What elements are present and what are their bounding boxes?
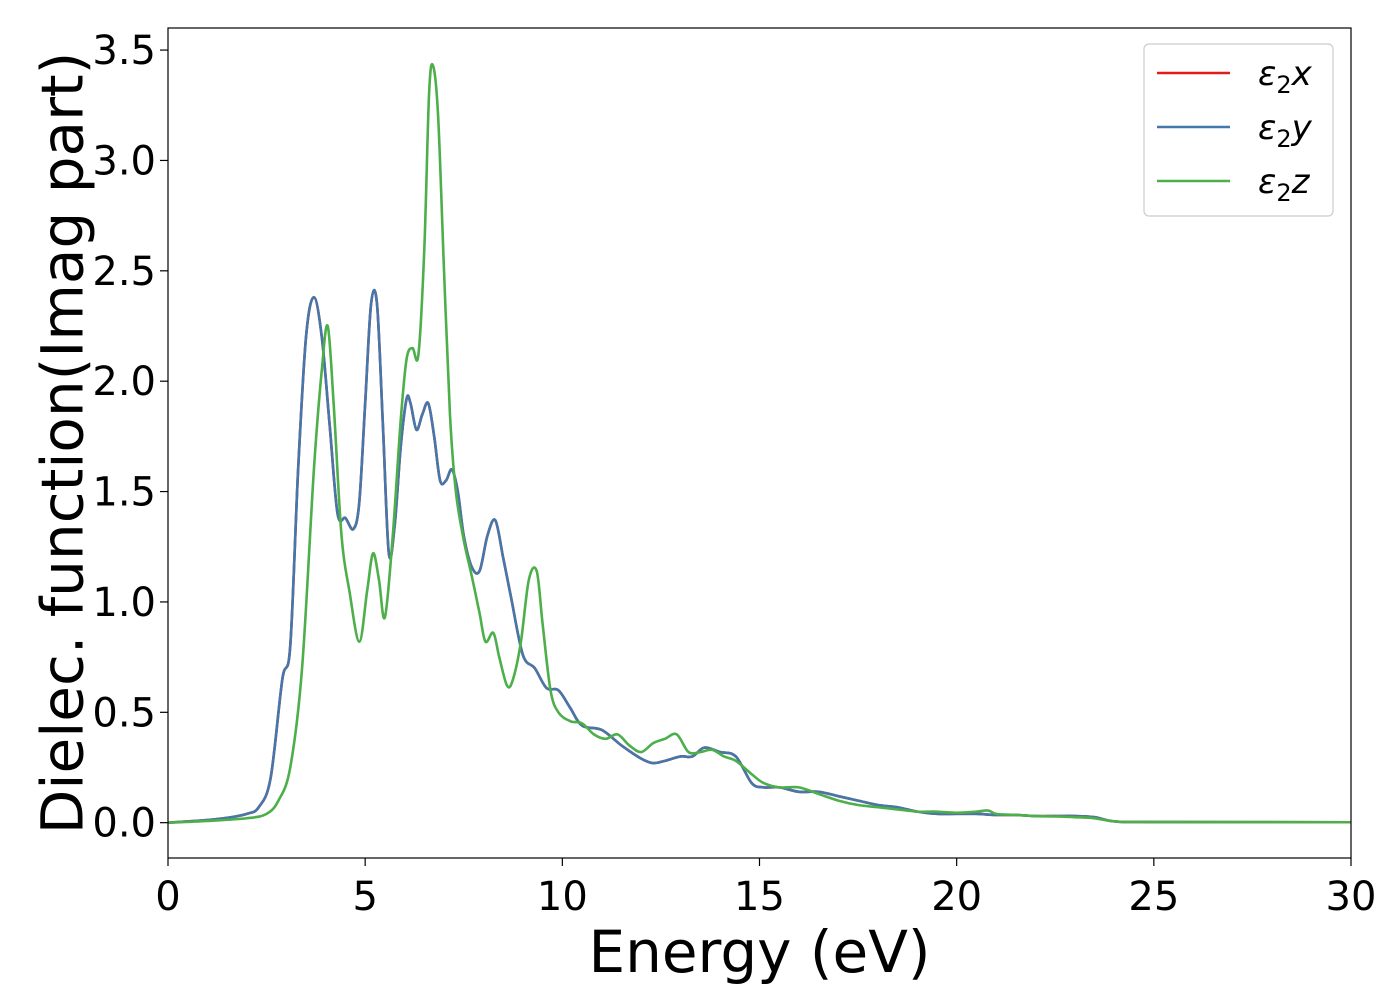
legend-label: ε2x <box>1258 54 1313 99</box>
y-axis-ticks: 0.0 0.5 1.0 1.5 2.0 2.5 3.0 3.5 <box>92 28 168 847</box>
legend-item-z: ε2z <box>1157 162 1311 207</box>
legend-items: ε2x ε2y ε2z <box>1157 54 1313 207</box>
y-tick-label: 1.5 <box>92 470 156 516</box>
y-tick-label: 0.0 <box>92 801 156 847</box>
series-line-y <box>168 288 1351 824</box>
y-axis-label: Dielec. function(Imag part) <box>28 52 96 835</box>
y-tick-label: 0.5 <box>92 690 156 736</box>
series-layer <box>168 62 1351 824</box>
y-tick-label: 2.0 <box>92 359 156 405</box>
legend-label: ε2y <box>1258 108 1313 153</box>
x-axis-label: Energy (eV) <box>588 918 930 986</box>
series-line-x <box>168 288 1351 824</box>
y-tick-label: 2.5 <box>92 249 156 295</box>
legend-item-y: ε2y <box>1157 108 1313 153</box>
x-tick-label: 0 <box>155 874 180 920</box>
legend: ε2x ε2y ε2z <box>1143 43 1334 217</box>
y-tick-label: 1.0 <box>92 580 156 626</box>
x-axis-ticks: 0 5 10 15 20 25 30 <box>155 858 1376 920</box>
y-tick-label: 3.0 <box>92 138 156 184</box>
legend-label: ε2z <box>1258 162 1311 207</box>
legend-item-x: ε2x <box>1157 54 1313 99</box>
x-tick-label: 30 <box>1326 874 1377 920</box>
x-tick-label: 15 <box>734 874 785 920</box>
x-tick-label: 10 <box>537 874 588 920</box>
series-line-z <box>168 62 1351 824</box>
x-tick-label: 25 <box>1128 874 1179 920</box>
x-tick-label: 20 <box>931 874 982 920</box>
x-tick-label: 5 <box>352 874 377 920</box>
legend-box <box>1143 43 1334 217</box>
y-tick-label: 3.5 <box>92 28 156 74</box>
